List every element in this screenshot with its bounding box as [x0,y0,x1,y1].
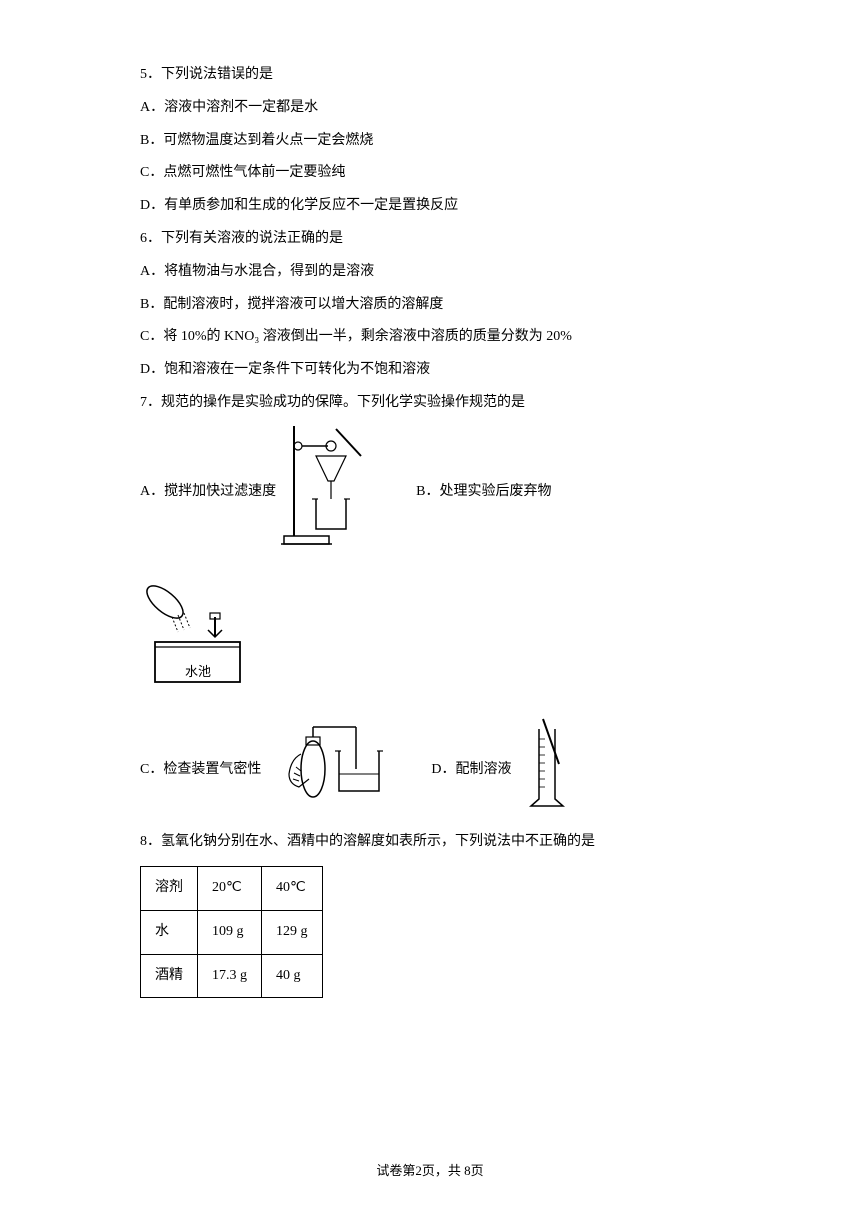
q7-option-b-label: B．处理实验后废弃物 [416,477,551,508]
q8-stem: 8．氢氧化钠分别在水、酒精中的溶解度如表所示，下列说法中不正确的是 [140,827,720,858]
table-cell: 水 [141,910,198,954]
table-cell: 129 g [262,910,323,954]
table-cell: 40 g [262,954,323,998]
table-header-40c: 40℃ [262,866,323,910]
q5-option-c: C．点燃可燃性气体前一定要验纯 [140,158,720,189]
table-cell: 109 g [198,910,262,954]
q6-option-d: D．饱和溶液在一定条件下可转化为不饱和溶液 [140,355,720,386]
q7-option-d-label: D．配制溶液 [431,755,511,786]
waste-disposal-diagram: 水池 [140,572,720,715]
table-row: 溶剂 20℃ 40℃ [141,866,323,910]
airtightness-check-diagram [261,719,411,822]
filtration-apparatus-diagram [276,421,386,564]
table-header-20c: 20℃ [198,866,262,910]
q6-option-a: A．将植物油与水混合，得到的是溶液 [140,257,720,288]
solubility-table: 溶剂 20℃ 40℃ 水 109 g 129 g 酒精 17.3 g 40 g [140,866,323,998]
q7-option-c-label: C．检查装置气密性 [140,755,261,786]
q6-option-c: C．将 10%的 KNO₃ 溶液倒出一半，剩余溶液中溶质的质量分数为 20% [140,322,720,353]
page-footer: 试卷第2页，共 8页 [0,1157,860,1186]
table-row: 酒精 17.3 g 40 g [141,954,323,998]
q5-option-a: A．溶液中溶剂不一定都是水 [140,93,720,124]
q5-option-d: D．有单质参加和生成的化学反应不一定是置换反应 [140,191,720,222]
table-header-solvent: 溶剂 [141,866,198,910]
graduated-cylinder-diagram [511,714,581,827]
table-cell: 17.3 g [198,954,262,998]
water-pool-label: 水池 [185,664,211,679]
q7-option-a-label: A．搅拌加快过滤速度 [140,477,276,508]
q6-option-b: B．配制溶液时，搅拌溶液可以增大溶质的溶解度 [140,290,720,321]
q5-option-b: B．可燃物温度达到着火点一定会燃烧 [140,126,720,157]
table-cell: 酒精 [141,954,198,998]
q5-stem: 5．下列说法错误的是 [140,60,720,91]
table-row: 水 109 g 129 g [141,910,323,954]
q7-stem: 7．规范的操作是实验成功的保障。下列化学实验操作规范的是 [140,388,720,419]
q6-stem: 6．下列有关溶液的说法正确的是 [140,224,720,255]
